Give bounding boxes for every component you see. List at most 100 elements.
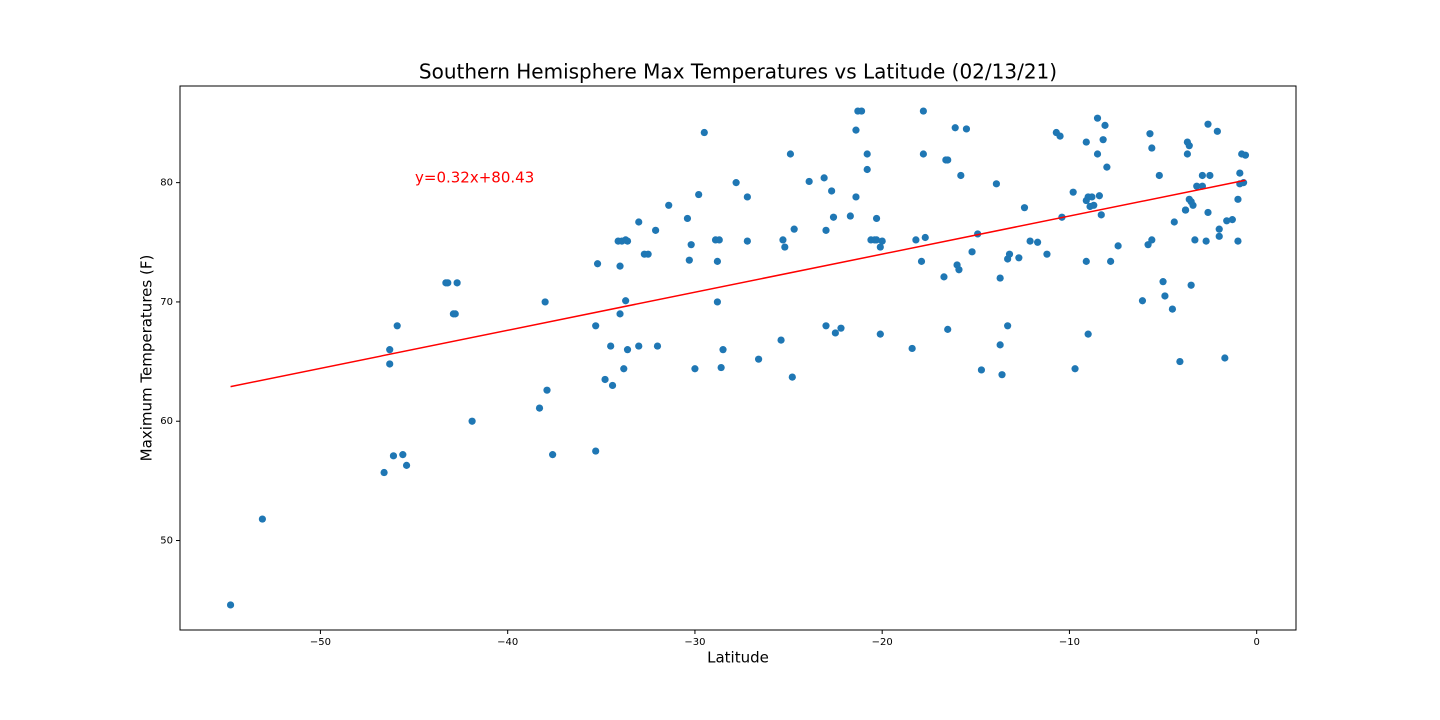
point xyxy=(944,325,952,333)
point xyxy=(912,236,920,244)
point xyxy=(592,447,600,455)
x-tick-label: −30 xyxy=(684,637,705,648)
point xyxy=(1187,281,1195,289)
point xyxy=(878,237,886,245)
point xyxy=(1088,193,1096,201)
point xyxy=(713,257,722,265)
point xyxy=(444,279,452,287)
point xyxy=(732,179,740,187)
point xyxy=(1215,232,1223,240)
point xyxy=(996,274,1004,282)
point xyxy=(1181,206,1190,214)
point xyxy=(777,336,785,344)
point xyxy=(543,386,551,394)
point xyxy=(623,346,632,354)
point xyxy=(635,342,643,350)
point xyxy=(1159,278,1167,286)
point xyxy=(393,322,401,330)
x-tick-label: −10 xyxy=(1059,637,1080,648)
point xyxy=(852,126,860,134)
point xyxy=(1138,297,1147,305)
point xyxy=(957,171,965,180)
point xyxy=(380,468,388,477)
point xyxy=(944,156,952,164)
point xyxy=(1170,218,1178,226)
point xyxy=(805,177,813,186)
point xyxy=(687,241,695,249)
point xyxy=(996,341,1004,349)
point xyxy=(1020,204,1029,212)
point xyxy=(700,128,708,137)
point xyxy=(1161,292,1169,300)
point xyxy=(743,193,751,201)
point xyxy=(837,324,845,332)
point xyxy=(1202,237,1210,245)
point xyxy=(1198,171,1206,180)
point xyxy=(872,214,881,223)
point xyxy=(1223,217,1231,225)
point xyxy=(620,365,628,373)
point xyxy=(1004,322,1012,330)
point xyxy=(1005,250,1014,258)
point xyxy=(1183,150,1191,158)
regression-line xyxy=(230,179,1246,388)
point xyxy=(1189,201,1197,209)
point xyxy=(908,344,916,353)
point xyxy=(955,266,963,274)
point xyxy=(1099,136,1107,144)
point xyxy=(653,342,662,350)
point xyxy=(1176,357,1184,366)
y-tick-label: 70 xyxy=(160,297,173,308)
point xyxy=(1155,171,1163,180)
point xyxy=(451,310,459,318)
point xyxy=(1204,120,1212,128)
point xyxy=(968,248,976,256)
point xyxy=(622,297,630,305)
point xyxy=(876,243,884,251)
point xyxy=(852,193,860,201)
point xyxy=(863,165,871,174)
point xyxy=(1185,142,1193,150)
point xyxy=(665,201,673,209)
point xyxy=(541,298,549,306)
point xyxy=(1204,208,1212,217)
point xyxy=(608,381,617,390)
point xyxy=(592,322,600,330)
point xyxy=(876,330,884,338)
point xyxy=(846,212,854,220)
point xyxy=(781,243,789,251)
y-tick-label: 80 xyxy=(160,178,173,189)
point xyxy=(962,125,971,133)
point xyxy=(786,150,795,158)
point xyxy=(998,371,1006,379)
point xyxy=(389,452,398,460)
point xyxy=(863,150,871,158)
point xyxy=(453,279,461,287)
point xyxy=(977,366,986,374)
chart-title: Southern Hemisphere Max Temperatures vs … xyxy=(419,60,1057,84)
point xyxy=(1148,144,1156,152)
point xyxy=(1093,114,1102,122)
point xyxy=(822,322,830,330)
point xyxy=(951,124,959,132)
point xyxy=(1148,236,1156,244)
point xyxy=(468,417,476,425)
point xyxy=(921,233,929,242)
point xyxy=(717,363,725,372)
point xyxy=(1069,188,1077,196)
point xyxy=(715,236,723,244)
x-tick-label: −40 xyxy=(497,637,518,648)
point xyxy=(940,273,948,281)
point xyxy=(601,375,609,384)
point xyxy=(1215,225,1223,233)
x-axis-label: Latitude xyxy=(707,649,769,667)
point xyxy=(1093,150,1102,158)
x-tick-label: −20 xyxy=(872,637,893,648)
point xyxy=(820,174,828,182)
point xyxy=(386,346,394,354)
regression-equation: y=0.32x+80.43 xyxy=(415,169,534,187)
point xyxy=(779,236,787,244)
point xyxy=(917,257,926,265)
